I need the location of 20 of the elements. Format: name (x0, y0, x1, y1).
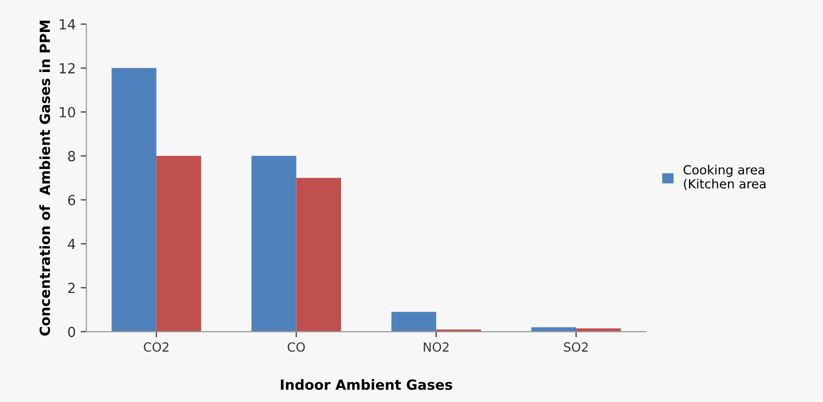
y-tick-label: 4 (68, 238, 76, 250)
bar (156, 156, 202, 332)
bar (296, 178, 342, 332)
bar (112, 68, 156, 332)
y-tick-label: 14 (60, 19, 76, 30)
x-tick-label: SO2 (564, 342, 588, 352)
y-tick-label: 12 (60, 63, 75, 74)
x-tick-label: NO2 (424, 342, 449, 352)
y-tick-label: 8 (68, 150, 76, 162)
y-axis-title: Concentration of Ambient Gases in PPM (39, 20, 50, 336)
bar (252, 156, 296, 332)
legend-label: Cooking area (Kitchen area (684, 164, 766, 190)
y-tick-label: 10 (60, 106, 76, 118)
y-tick-label: 0 (68, 326, 76, 338)
y-tick-label: 6 (68, 194, 76, 206)
x-tick-label: CO (288, 342, 305, 352)
bar (391, 312, 436, 332)
y-tick-label: 2 (68, 282, 75, 293)
x-tick-label: CO2 (144, 342, 168, 352)
x-axis-title: Indoor Ambient Gases (280, 379, 452, 390)
